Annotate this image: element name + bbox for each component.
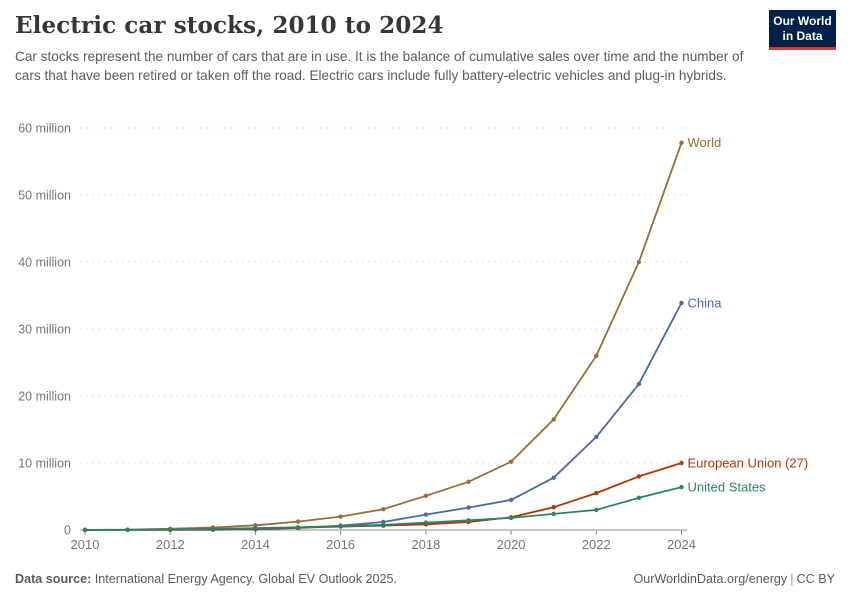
data-point[interactable]	[466, 505, 471, 510]
chart-header: Electric car stocks, 2010 to 2024 Car st…	[15, 12, 760, 86]
data-point[interactable]	[594, 507, 599, 513]
data-point[interactable]	[338, 514, 343, 519]
owid-energy-link[interactable]: OurWorldinData.org/energy	[633, 572, 788, 586]
data-point[interactable]	[636, 259, 642, 265]
data-point[interactable]	[253, 525, 258, 531]
data-source-label: Data source:	[15, 572, 92, 586]
data-point[interactable]	[423, 512, 429, 517]
data-point[interactable]	[594, 434, 599, 440]
data-point[interactable]	[381, 522, 386, 528]
data-point[interactable]	[679, 484, 684, 490]
y-gridlines: 0 10 million 20 million 30 million 40 millio…	[18, 122, 687, 538]
y-axis-tick-label: 40 million	[18, 256, 71, 270]
series-label-world: World	[688, 135, 722, 150]
x-axis-tick-label: 2022	[582, 537, 611, 552]
x-axis-tick-label: 2018	[411, 537, 440, 552]
y-axis-tick-label: 20 million	[18, 390, 71, 404]
data-point[interactable]	[168, 527, 173, 532]
series-label-china: China	[688, 295, 723, 310]
data-point[interactable]	[594, 490, 599, 496]
y-axis-tick-label: 50 million	[18, 189, 71, 203]
series-united-states[interactable]: United States	[82, 480, 767, 533]
data-point[interactable]	[551, 505, 556, 510]
data-point[interactable]	[82, 527, 88, 533]
y-axis-tick-label: 0	[64, 524, 71, 538]
data-point[interactable]	[636, 474, 642, 479]
x-axis-tick-label: 2010	[71, 537, 100, 552]
data-point[interactable]	[594, 353, 599, 358]
data-point[interactable]	[423, 520, 429, 525]
owid-logo-line2: in Data	[782, 28, 823, 43]
x-axis-tick-label: 2024	[667, 537, 696, 552]
series-line	[84, 302, 683, 531]
data-point[interactable]	[679, 140, 684, 145]
data-point[interactable]	[423, 493, 429, 498]
series-china[interactable]: China	[82, 295, 723, 533]
data-point[interactable]	[679, 300, 684, 306]
data-point[interactable]	[210, 526, 215, 532]
data-point[interactable]	[508, 497, 514, 503]
data-point[interactable]	[679, 460, 684, 466]
owid-logo-line1: Our World	[773, 13, 832, 28]
data-point[interactable]	[295, 519, 301, 524]
page-title: Electric car stocks, 2010 to 2024	[15, 12, 444, 39]
footer-links: OurWorldinData.org/energy | CC BY	[633, 572, 835, 586]
series-line	[84, 142, 683, 531]
y-axis-tick-label: 60 million	[18, 122, 71, 136]
data-point[interactable]	[551, 475, 556, 480]
chart-footer: Data source: International Energy Agency…	[15, 572, 835, 586]
data-point[interactable]	[551, 417, 556, 422]
data-point[interactable]	[295, 525, 301, 530]
chart-subtitle: Car stocks represent the number of cars …	[15, 49, 744, 84]
series-label-united-states: United States	[688, 480, 767, 495]
x-axis-tick-label: 2012	[156, 537, 185, 552]
series-label-european-union-27: European Union (27)	[688, 456, 809, 471]
data-point[interactable]	[466, 518, 471, 523]
footer-separator: |	[790, 572, 794, 586]
data-point[interactable]	[381, 507, 386, 512]
data-point[interactable]	[636, 495, 642, 500]
data-point[interactable]	[508, 459, 514, 464]
data-point[interactable]	[551, 511, 556, 517]
data-point[interactable]	[125, 527, 130, 533]
data-source-note: Data source: International Energy Agency…	[15, 572, 397, 586]
y-axis-tick-label: 10 million	[18, 457, 71, 471]
data-source-text: International Energy Agency. Global EV O…	[91, 572, 398, 586]
series-world[interactable]: World	[82, 135, 722, 533]
data-point[interactable]	[466, 479, 471, 484]
x-axis-tick-label: 2016	[326, 537, 355, 552]
y-axis-tick-label: 30 million	[18, 323, 71, 337]
owid-logo[interactable]: Our World in Data	[769, 10, 836, 50]
data-point[interactable]	[636, 381, 642, 387]
x-axis-tick-label: 2020	[497, 537, 526, 552]
cc-by-link[interactable]: CC BY	[796, 572, 836, 586]
x-axis: 2010 2012 2014 2016 2018 2020 2022 2024	[71, 529, 696, 552]
data-point[interactable]	[508, 515, 514, 521]
data-point[interactable]	[338, 524, 343, 529]
x-axis-tick-label: 2014	[241, 537, 270, 552]
